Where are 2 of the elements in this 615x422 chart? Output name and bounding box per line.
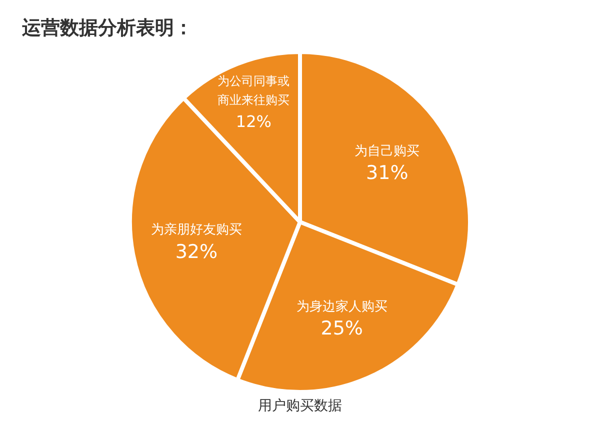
title: 运营数据分析表明： <box>22 17 193 39</box>
annotation: 用户购买数据 <box>258 398 342 414</box>
